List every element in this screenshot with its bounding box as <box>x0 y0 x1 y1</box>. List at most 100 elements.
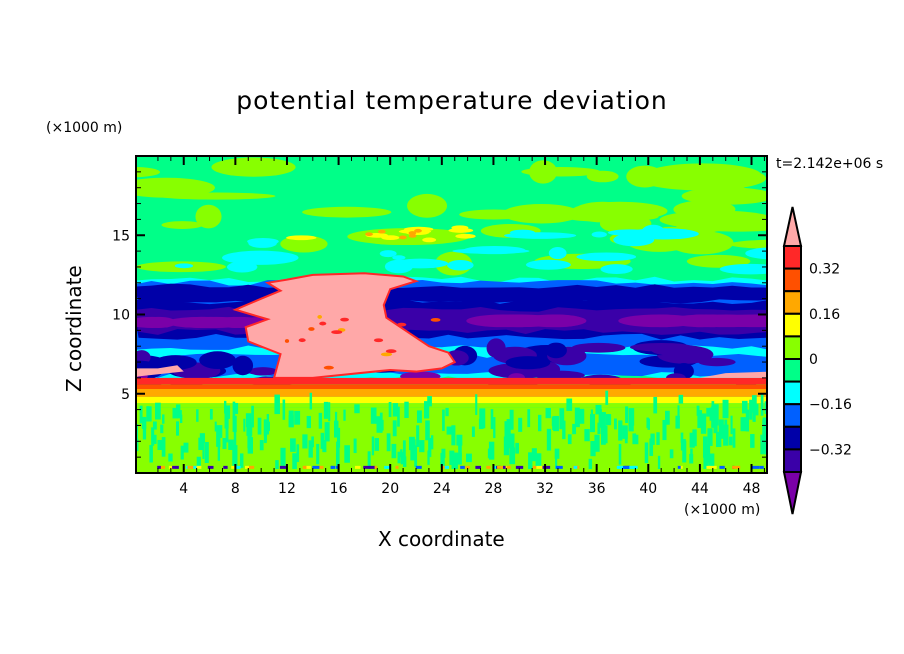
contour-patch <box>709 465 717 469</box>
contour-patch <box>211 157 296 177</box>
contour-patch <box>442 409 445 431</box>
contour-patch <box>427 396 432 407</box>
contour-patch <box>176 421 180 436</box>
contour-patch <box>729 239 767 249</box>
contour-patch <box>506 465 511 469</box>
colorbar-swatch <box>783 290 802 315</box>
contour-patch <box>479 408 486 429</box>
contour-patch <box>160 424 164 434</box>
contour-patch <box>618 443 622 465</box>
contour-patch <box>515 465 524 469</box>
contour-patch <box>629 342 694 352</box>
contour-patch <box>404 401 409 418</box>
contour-patch <box>566 398 573 411</box>
colorbar-swatch <box>783 448 802 473</box>
contour-patch <box>534 370 585 381</box>
contour-patch <box>682 440 687 463</box>
contour-patch <box>340 317 349 322</box>
contour-patch <box>713 404 719 426</box>
colorbar-swatch <box>783 358 802 383</box>
contour-band <box>136 388 767 397</box>
contour-patch <box>243 418 246 432</box>
contour-patch <box>180 445 184 460</box>
contour-patch <box>318 412 323 429</box>
contour-patch <box>536 465 543 469</box>
contour-patch <box>408 231 417 235</box>
contour-patch <box>136 438 139 452</box>
contour-patch <box>641 224 665 239</box>
contour-patch <box>601 412 606 430</box>
contour-patch <box>442 465 447 469</box>
contour-patch <box>525 259 571 270</box>
contour-patch <box>502 465 506 469</box>
contour-patch <box>202 439 205 459</box>
contour-patch <box>531 448 537 462</box>
contour-patch <box>554 448 560 459</box>
contour-patch <box>354 404 360 414</box>
contour-patch <box>330 465 336 469</box>
contour-patch <box>673 200 736 219</box>
contour-patch <box>232 445 238 467</box>
contour-patch <box>623 465 630 469</box>
contour-patch <box>760 394 764 416</box>
contour-patch <box>762 419 767 441</box>
contour-patch <box>759 465 764 469</box>
y-tick-label: 15 <box>112 228 130 244</box>
y-tick-label: 5 <box>121 387 130 403</box>
contour-patch <box>323 401 329 419</box>
contour-patch <box>141 416 147 429</box>
contour-patch <box>750 434 755 448</box>
contour-patch <box>697 410 703 429</box>
contour-patch <box>306 415 312 429</box>
contour-patch <box>155 402 161 420</box>
colorbar-tick-label: −0.32 <box>809 442 852 458</box>
contour-patch <box>669 449 674 459</box>
x-tick-label: 8 <box>231 481 240 497</box>
contour-patch <box>692 429 697 447</box>
colorbar-swatch <box>783 380 802 406</box>
contour-patch <box>700 413 707 434</box>
x-tick-label: 48 <box>743 481 761 497</box>
contour-patch <box>152 421 157 430</box>
contour-patch <box>371 436 375 456</box>
contour-patch <box>226 261 258 273</box>
y-axis-unit: (×1000 m) <box>46 120 123 136</box>
contour-patch <box>231 465 237 469</box>
contour-patch <box>400 452 405 465</box>
contour-patch <box>490 409 494 430</box>
contour-patch <box>324 422 330 442</box>
contour-patch <box>407 193 448 218</box>
contour-patch <box>452 248 530 254</box>
contour-patch <box>730 415 733 435</box>
contour-patch <box>162 414 165 424</box>
contour-patch <box>449 450 455 465</box>
contour-patch <box>290 438 296 452</box>
contour-patch <box>618 420 623 441</box>
contour-patch <box>280 235 328 253</box>
colorbar-swatch <box>783 312 802 338</box>
contour-patch <box>232 401 236 420</box>
contour-patch <box>704 444 711 463</box>
contour-patch <box>740 417 747 432</box>
contour-patch <box>413 439 416 450</box>
contour-patch <box>562 420 566 440</box>
contour-patch <box>475 394 478 415</box>
contour-patch <box>614 418 617 430</box>
contour-patch <box>183 442 189 453</box>
contour-patch <box>719 465 725 469</box>
contour-patch <box>344 445 350 463</box>
y-tick-label: 10 <box>112 308 130 324</box>
x-tick-label: 12 <box>278 481 296 497</box>
contour-patch <box>228 439 234 450</box>
contour-patch <box>749 399 753 420</box>
contour-patch <box>678 394 684 404</box>
contour-patch <box>567 434 572 445</box>
contour-patch <box>451 225 469 231</box>
contour-patch <box>136 177 215 198</box>
contour-patch <box>751 395 757 413</box>
contour-patch <box>528 452 533 470</box>
contour-patch <box>665 410 670 425</box>
contour-patch <box>620 465 625 469</box>
contour-patch <box>196 465 202 469</box>
contour-patch <box>384 465 392 469</box>
